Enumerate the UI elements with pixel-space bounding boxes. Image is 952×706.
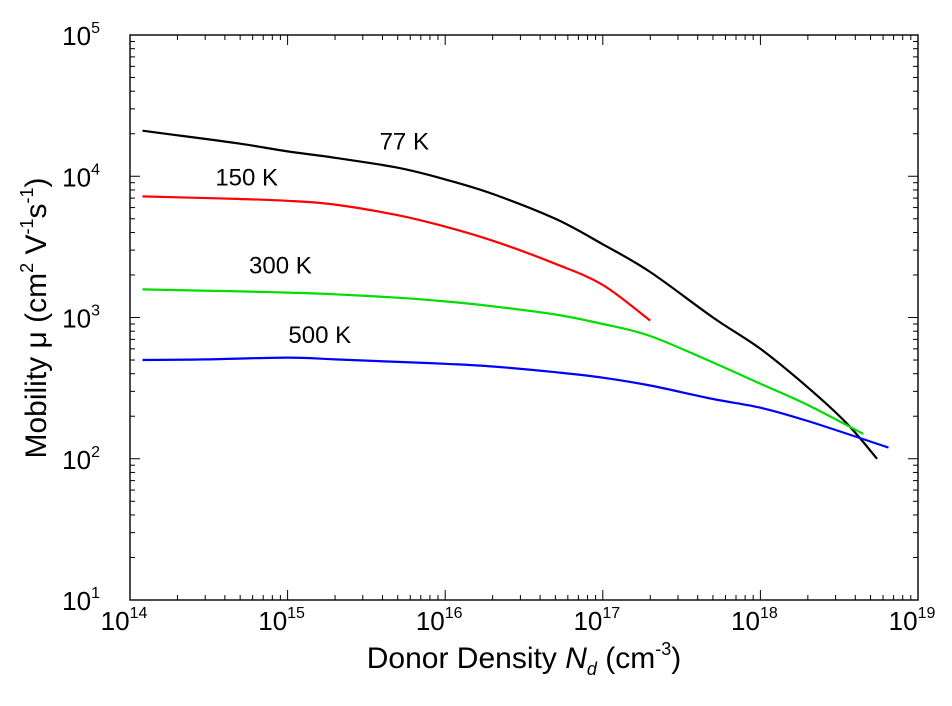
y-tick-label: 104 xyxy=(62,161,100,192)
series-label: 300 K xyxy=(249,252,312,279)
x-tick-label: 1018 xyxy=(731,605,778,636)
x-tick-label: 1019 xyxy=(889,605,936,636)
series-line xyxy=(142,288,864,435)
series-line xyxy=(142,129,878,460)
x-tick-label: 1016 xyxy=(416,605,463,636)
x-tick-label: 1015 xyxy=(258,605,305,636)
x-axis-title: Donor Density Nd (cm-3) xyxy=(367,639,681,679)
series-line xyxy=(142,195,651,322)
plot-area xyxy=(129,34,919,601)
y-axis-title: Mobility μ (cm2 V-1s-1) xyxy=(17,177,53,458)
y-tick-label: 103 xyxy=(62,303,100,334)
y-tick-label: 101 xyxy=(62,585,100,616)
series-label: 500 K xyxy=(288,322,351,349)
x-tick-label: 1014 xyxy=(101,605,148,636)
x-tick-label: 1017 xyxy=(573,605,620,636)
y-tick-label: 105 xyxy=(62,20,100,51)
series-line xyxy=(142,356,889,449)
series-label: 77 K xyxy=(380,128,429,155)
y-tick-label: 102 xyxy=(62,444,100,475)
series-label: 150 K xyxy=(215,165,278,192)
